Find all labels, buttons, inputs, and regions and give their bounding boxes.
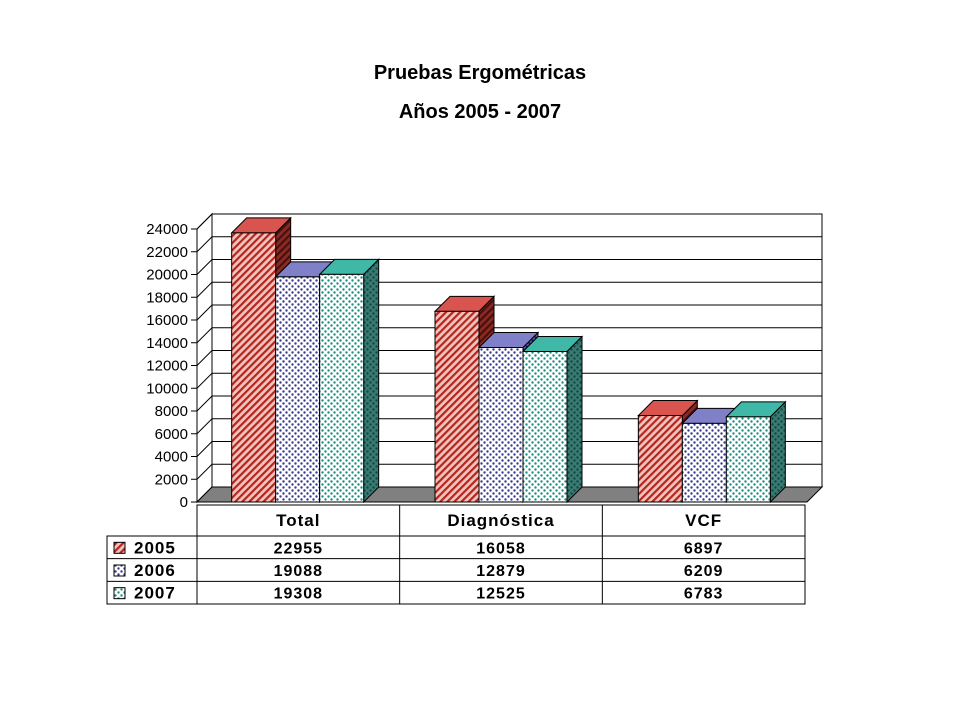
table-category-label: Diagnóstica	[447, 511, 554, 530]
table-cell-value: 6209	[684, 563, 724, 580]
table-cell-value: 12879	[476, 563, 526, 580]
y-tick-label: 20000	[146, 267, 188, 284]
bar-side	[566, 335, 583, 504]
table-category-label: Total	[276, 511, 320, 530]
table-cell-value: 6783	[684, 586, 724, 603]
gridline	[196, 236, 822, 253]
table-cell-value: 12525	[476, 586, 526, 603]
gridline	[196, 350, 822, 366]
gridline	[196, 327, 822, 344]
chart-subtitle: Años 2005 - 2007	[398, 101, 562, 123]
gridline	[196, 418, 822, 435]
bar-front	[725, 416, 771, 503]
bar-side	[363, 258, 380, 504]
legend-label: 2007	[134, 584, 176, 603]
legend-column	[106, 535, 198, 605]
y-tick-label: 10000	[146, 380, 188, 397]
table-cell-value: 16058	[476, 540, 526, 557]
gridline	[196, 213, 822, 230]
gridline	[196, 304, 822, 321]
table-category-label: VCF	[685, 511, 722, 530]
gridline	[196, 463, 822, 480]
y-tick-label: 14000	[146, 335, 188, 352]
chart-title: Pruebas Ergométricas	[373, 62, 587, 84]
legend-swatch	[113, 564, 126, 577]
y-tick-label: 22000	[146, 244, 188, 261]
table-cell-value: 19088	[274, 563, 324, 580]
bar-2007-Diagnóstica	[521, 335, 584, 504]
bar-front	[275, 276, 321, 503]
gridline	[196, 395, 822, 412]
y-tick-label: 4000	[155, 449, 188, 466]
table-cell-value: 22955	[274, 540, 324, 557]
gridline	[196, 281, 822, 298]
bar-front	[522, 351, 568, 503]
y-tick-label: 8000	[155, 403, 188, 420]
y-tick-label: 24000	[146, 221, 188, 238]
bar-front	[434, 310, 480, 503]
bar-side	[769, 400, 786, 504]
table-cell-value: 6897	[684, 540, 724, 557]
bar-2007-VCF	[725, 400, 787, 504]
bar-2007-Total	[318, 258, 380, 504]
table-cell-value: 19308	[274, 586, 324, 603]
legend-label: 2006	[134, 561, 176, 580]
gridline	[196, 259, 822, 275]
y-tick-label: 12000	[146, 358, 188, 375]
bar-front	[681, 422, 727, 503]
bar-front	[637, 415, 683, 503]
y-tick-label: 18000	[146, 289, 188, 306]
gridline	[196, 372, 822, 389]
y-tick-label: 6000	[155, 426, 188, 443]
bar-front	[231, 232, 277, 503]
y-tick-label: 0	[180, 494, 188, 511]
y-tick-label: 2000	[155, 471, 188, 488]
legend-swatch	[113, 541, 126, 554]
y-tick-label: 16000	[146, 312, 188, 329]
legend-label: 2005	[134, 538, 176, 557]
gridline	[196, 441, 822, 457]
bar-front	[319, 273, 365, 503]
bar-front	[478, 347, 524, 503]
legend-swatch	[113, 587, 126, 600]
